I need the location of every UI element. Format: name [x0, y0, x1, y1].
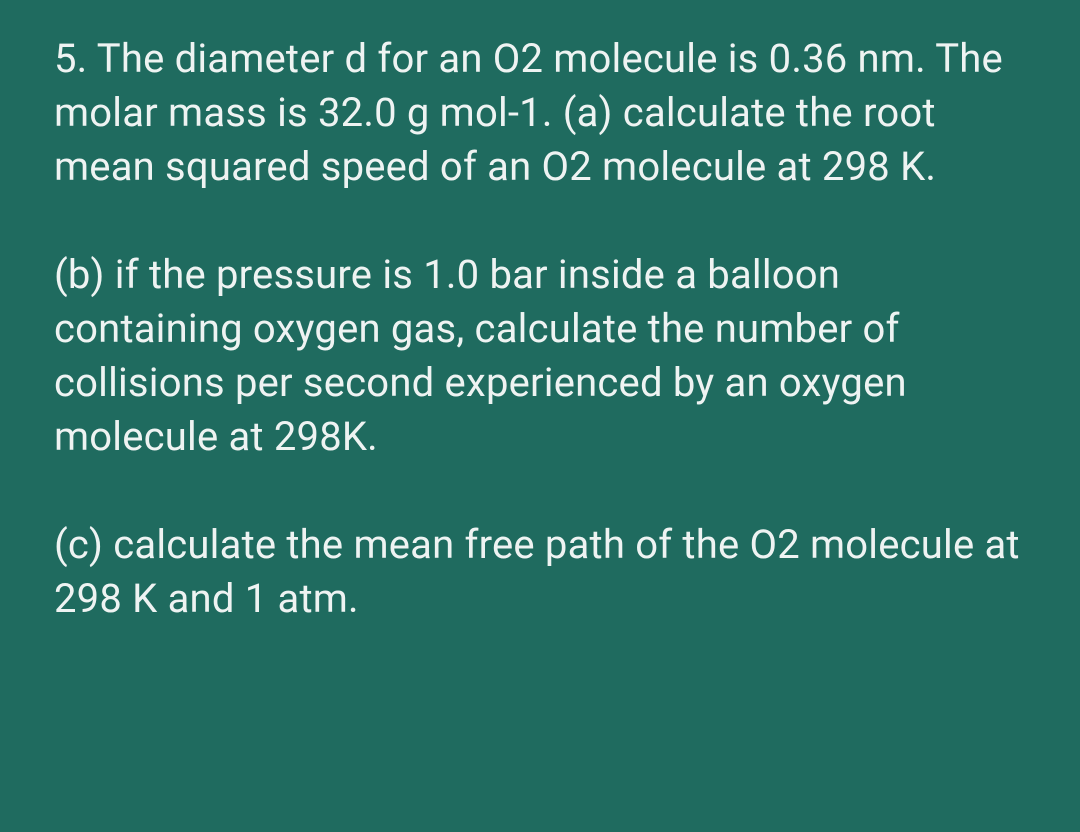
question-intro-and-part-a: 5. The diameter d for an O2 molecule is …: [54, 32, 1026, 194]
question-part-b: (b) if the pressure is 1.0 bar inside a …: [54, 248, 1026, 464]
question-part-c: (c) calculate the mean free path of the …: [54, 518, 1026, 626]
